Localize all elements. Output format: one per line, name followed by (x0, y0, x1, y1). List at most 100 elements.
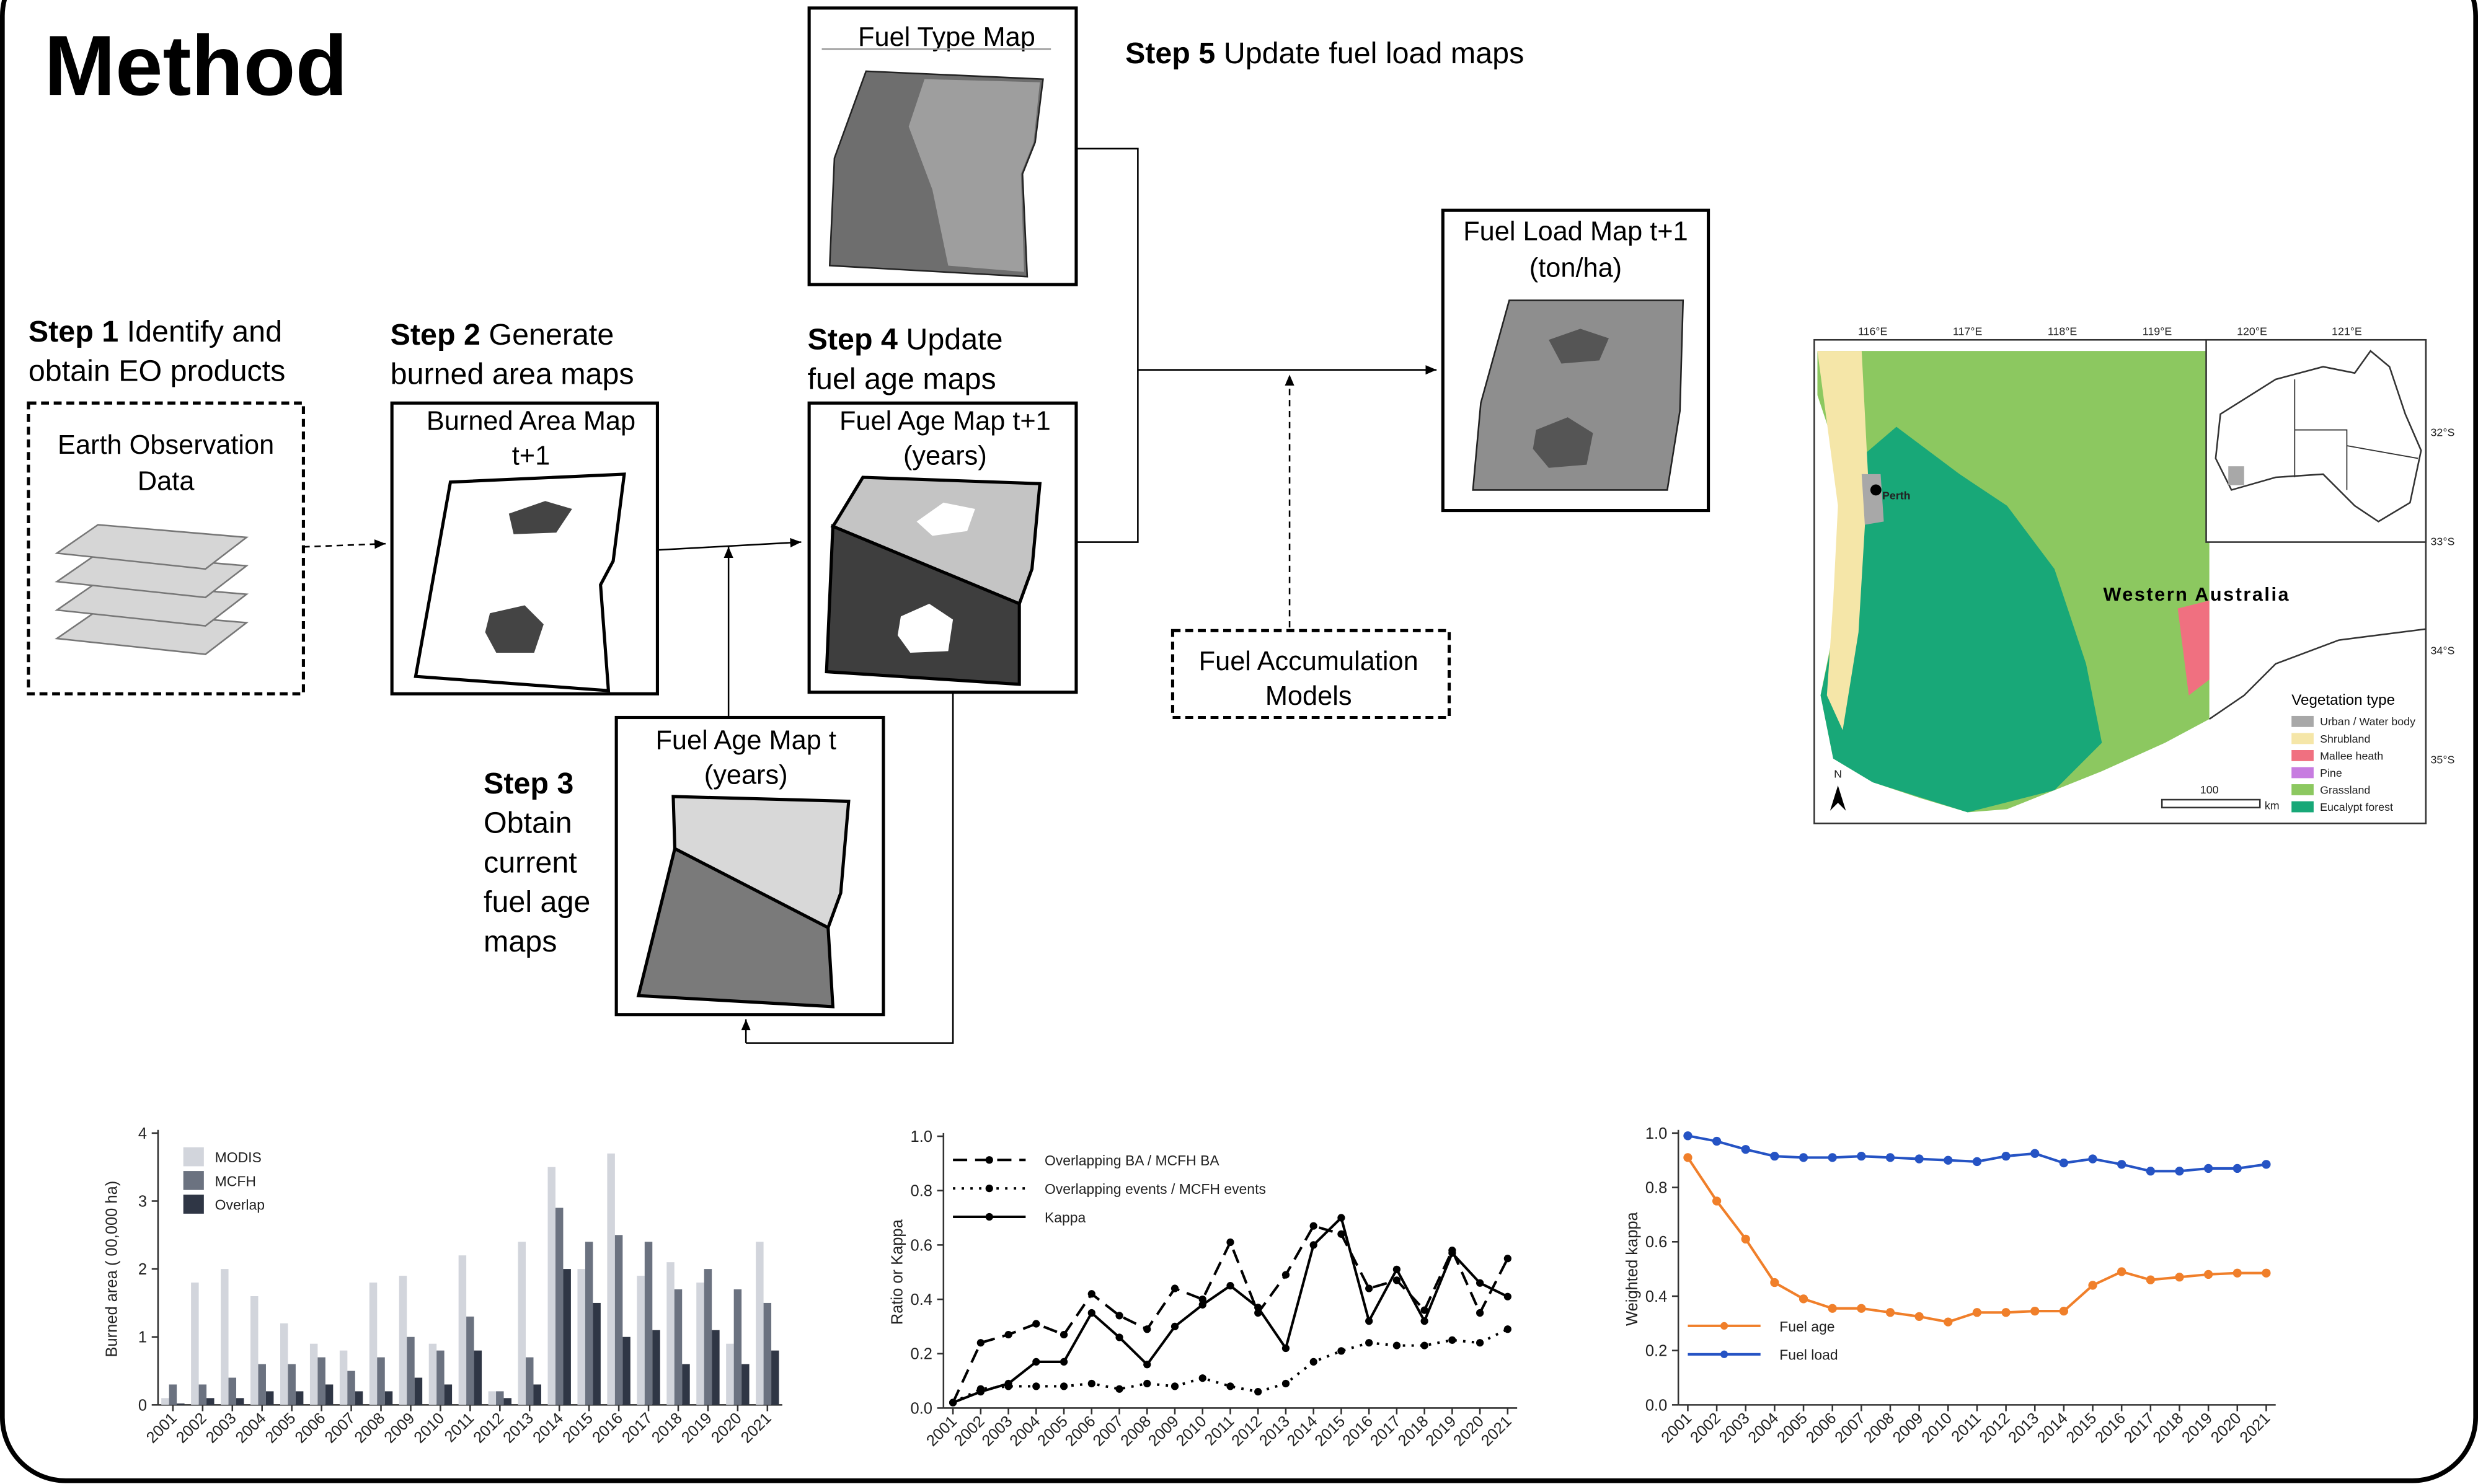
node-label: Fuel Accumulation (1199, 647, 1418, 676)
point (1504, 1255, 1511, 1262)
region-label: Western Australia (2103, 584, 2290, 605)
lat-label: 33°S (2431, 536, 2455, 548)
point (2117, 1267, 2126, 1276)
step-line: current (484, 846, 577, 879)
bar (317, 1358, 325, 1405)
point (2204, 1270, 2213, 1279)
point (1770, 1152, 1779, 1160)
bar (161, 1398, 169, 1405)
bar (489, 1391, 496, 1405)
bar (347, 1371, 355, 1405)
y-tick-label: 0.2 (1645, 1343, 1667, 1360)
point (1032, 1358, 1040, 1366)
lon-label: 119°E (2143, 325, 2172, 338)
point (1448, 1336, 1456, 1344)
point (1282, 1271, 1290, 1278)
bar (496, 1391, 503, 1405)
point (1199, 1301, 1206, 1309)
point (1973, 1157, 1981, 1166)
y-tick-label: 3 (138, 1193, 147, 1210)
lon-label: 118°E (2048, 325, 2078, 338)
legend-swatch (2291, 716, 2314, 727)
legend-label: Overlapping BA / MCFH BA (1045, 1152, 1219, 1168)
point (949, 1399, 957, 1407)
point (1143, 1361, 1151, 1368)
point (1365, 1317, 1373, 1325)
legend-label: Urban / Water body (2320, 715, 2415, 728)
point (2117, 1160, 2126, 1168)
point (1171, 1382, 1179, 1390)
point (1683, 1153, 1692, 1162)
point (1226, 1382, 1234, 1390)
scale-label: 100 (2200, 784, 2219, 796)
bar (645, 1242, 652, 1405)
bar (533, 1384, 541, 1405)
y-tick-label: 1.0 (911, 1128, 932, 1146)
point (2088, 1154, 2097, 1163)
legend-marker (986, 1156, 993, 1164)
bar (593, 1303, 600, 1405)
point (977, 1339, 985, 1346)
point (1337, 1214, 1345, 1221)
bar (436, 1351, 444, 1405)
legend-label: Pine (2320, 767, 2342, 779)
step-line: maps (484, 925, 557, 958)
bar (459, 1255, 466, 1405)
y-tick-label: 0.0 (1645, 1397, 1667, 1414)
bar (518, 1242, 526, 1405)
point (1060, 1382, 1068, 1390)
point (1914, 1312, 1923, 1321)
bar (615, 1235, 622, 1405)
legend-label: Overlap (215, 1197, 265, 1213)
lon-label: 121°E (2332, 325, 2362, 338)
point (1254, 1304, 1262, 1311)
bar (637, 1276, 644, 1405)
step-line: Identify and (127, 315, 282, 348)
bar (199, 1384, 206, 1405)
point (1712, 1137, 1721, 1146)
point (1143, 1325, 1151, 1333)
point (1393, 1266, 1401, 1273)
map: Perth Western Australia N 100 km Vegetat… (1814, 325, 2454, 824)
point (1254, 1388, 1262, 1395)
point (2175, 1273, 2184, 1281)
lon-label: 120°E (2237, 325, 2267, 338)
point (1886, 1308, 1895, 1317)
scale-bar (2162, 800, 2260, 808)
bar (764, 1303, 771, 1405)
y-tick-label: 0.4 (1645, 1288, 1667, 1305)
point (2030, 1307, 2039, 1315)
point (1171, 1284, 1179, 1292)
bar (741, 1364, 749, 1405)
point (1393, 1341, 1401, 1349)
point (1282, 1345, 1290, 1352)
y-tick-label: 0.6 (1645, 1234, 1667, 1251)
bar (325, 1384, 333, 1405)
legend-label: MODIS (215, 1149, 262, 1165)
bar (675, 1289, 682, 1405)
y-tick-label: 4 (138, 1125, 147, 1142)
lon-label: 116°E (1858, 325, 1888, 338)
point (1476, 1309, 1484, 1317)
north-label: N (1834, 767, 1842, 780)
bar (563, 1269, 570, 1405)
bar (415, 1378, 422, 1405)
point (1032, 1382, 1040, 1390)
legend-swatch (184, 1195, 204, 1214)
legend-label: Overlapping events / MCFH events (1045, 1181, 1266, 1197)
point (1944, 1317, 1952, 1326)
point (1421, 1317, 1428, 1325)
bar (771, 1351, 779, 1405)
node-label: (years) (903, 441, 987, 471)
bar (445, 1384, 452, 1405)
point (1712, 1196, 1721, 1205)
y-tick-label: 0.2 (911, 1346, 932, 1363)
point (2060, 1159, 2068, 1167)
y-axis-label: Burned area ( 00,000 ha) (104, 1181, 121, 1358)
node-label: Burned Area Map (427, 407, 635, 436)
point (1282, 1380, 1290, 1387)
step-label: Step 3 (484, 767, 573, 800)
node-label: t+1 (512, 441, 550, 471)
step-line: fuel age (484, 885, 590, 919)
legend-label: MCFH (215, 1173, 256, 1189)
